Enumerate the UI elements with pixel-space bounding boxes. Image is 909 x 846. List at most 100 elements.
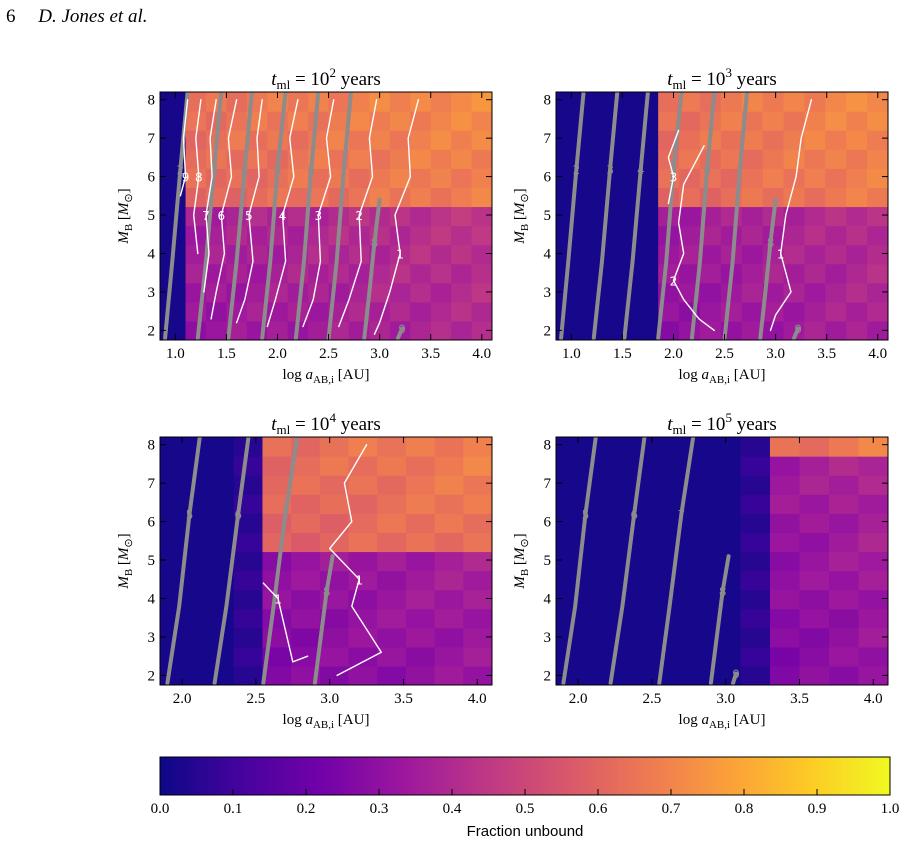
- white-contour-label: 4: [279, 209, 287, 223]
- heatmap-cell: [205, 320, 227, 340]
- heatmap-cell: [262, 646, 292, 667]
- grey-contour-label: 7: [282, 508, 290, 522]
- x-tick-label: 1.0: [166, 346, 185, 362]
- heatmap-cell: [867, 187, 888, 208]
- heatmap-cell: [846, 168, 868, 188]
- heatmap-cell: [262, 589, 292, 610]
- x-tick-label: 3.0: [370, 346, 389, 362]
- heatmap-cell: [741, 149, 764, 169]
- grey-contour-label: 7: [340, 163, 348, 177]
- heatmap-cell: [720, 225, 743, 246]
- heatmap-cell: [769, 570, 801, 591]
- heatmap-cell: [246, 206, 268, 227]
- heatmap-cell: [246, 187, 268, 208]
- y-tick-label: 4: [148, 591, 156, 607]
- y-tick-label: 8: [148, 438, 156, 454]
- heatmap-cell: [828, 456, 860, 476]
- heatmap-cell: [799, 646, 830, 667]
- heatmap-cell: [658, 301, 680, 322]
- heatmap-cell: [804, 206, 826, 227]
- y-tick-label: 3: [544, 630, 552, 646]
- heatmap-cell: [377, 570, 407, 591]
- heatmap-cell: [430, 263, 452, 284]
- axes-frame: [555, 91, 889, 341]
- heatmap-cell: [405, 513, 436, 533]
- heatmap-cell: [287, 187, 309, 208]
- heatmap-cell: [451, 92, 473, 112]
- heatmap-cell: [205, 111, 227, 131]
- heatmap-cell: [741, 225, 764, 246]
- heatmap-cell: [405, 570, 436, 591]
- grey-contour-label: 2: [177, 163, 185, 177]
- heatmap-cell: [846, 149, 868, 169]
- heatmap-cell: [328, 187, 350, 208]
- heatmap-cell: [377, 513, 407, 533]
- heatmap-cell: [185, 263, 207, 284]
- heatmap-cell: [410, 301, 432, 322]
- heatmap-cell: [185, 244, 207, 265]
- heatmap-cell: [769, 646, 801, 667]
- heatmap-cell: [328, 263, 350, 284]
- heatmap-cell: [369, 282, 391, 303]
- grey-contour: [758, 197, 778, 340]
- heatmap-cell: [434, 456, 464, 476]
- heatmap-cell: [389, 111, 411, 131]
- heatmap-cell: [799, 437, 830, 457]
- heatmap-cell: [405, 437, 436, 457]
- heatmap-cell: [471, 320, 492, 340]
- y-tick-label: 7: [148, 131, 156, 147]
- panel-title: tml = 103 years: [667, 65, 777, 92]
- y-tick-label: 5: [148, 553, 156, 569]
- panel-title: tml = 102 years: [271, 65, 381, 92]
- heatmap-cell: [348, 263, 371, 284]
- heatmap-cell: [291, 513, 321, 533]
- heatmap-cell: [471, 244, 492, 265]
- heatmap-cell: [783, 320, 806, 340]
- heatmap-cell: [233, 513, 264, 533]
- heatmap-cell: [463, 570, 492, 591]
- y-tick-label: 2: [148, 323, 156, 339]
- heatmap-cell: [410, 244, 432, 265]
- grey-contour: [708, 554, 731, 685]
- grey-contour-label: 6: [630, 508, 638, 522]
- x-axis-label: log aAB,i [AU]: [679, 712, 766, 731]
- white-contour: [338, 98, 378, 328]
- heatmap-panel: 5 6 7 8 9 2.0 2.5 3.0 3.5 4.0 2 3 4 5 6 7 8 tml = 105 yea…: [512, 410, 889, 731]
- heatmap-cell: [699, 301, 722, 322]
- heatmap-cell: [783, 301, 806, 322]
- heatmap-cell: [262, 456, 292, 476]
- heatmap-cell: [828, 513, 860, 533]
- heatmap-cell: [658, 111, 680, 131]
- heatmap-cell: [804, 301, 826, 322]
- y-tick-label: 2: [544, 323, 552, 339]
- white-contour: [672, 145, 715, 332]
- heatmap-cell: [804, 282, 826, 303]
- white-contour: [667, 129, 680, 205]
- heatmap-cell: [267, 187, 289, 208]
- heatmap-cell: [825, 92, 847, 112]
- heatmap-cell: [846, 263, 868, 284]
- heatmap-cell: [377, 494, 407, 514]
- heatmap-cell: [430, 225, 452, 246]
- heatmap-cell: [348, 244, 371, 265]
- heatmap-cell: [858, 608, 888, 629]
- grey-contour-label: 3: [606, 163, 614, 177]
- heatmap-cell: [308, 282, 330, 303]
- heatmap-cell: [846, 282, 868, 303]
- white-contour: [203, 98, 217, 293]
- heatmap-cell: [389, 187, 411, 208]
- x-tick-label: 1.0: [562, 346, 581, 362]
- heatmap-cell: [430, 301, 452, 322]
- heatmap-cell: [185, 301, 207, 322]
- heatmap-cell: [348, 437, 378, 457]
- heatmap-cell: [451, 320, 473, 340]
- heatmap-cell: [463, 456, 492, 476]
- x-tick-label: 2.5: [319, 346, 338, 362]
- x-tick-label: 1.5: [217, 346, 236, 362]
- heatmap-cell: [867, 168, 888, 188]
- heatmap-cell: [205, 244, 227, 265]
- colorbar-tick-label: 0.8: [735, 801, 754, 817]
- grey-contour-label: 8: [767, 236, 775, 250]
- colorbar: 0.0 0.1 0.2 0.3 0.4 0.5 0.6 0.7 0.8 0.9 1.0 Fracti…: [151, 756, 899, 840]
